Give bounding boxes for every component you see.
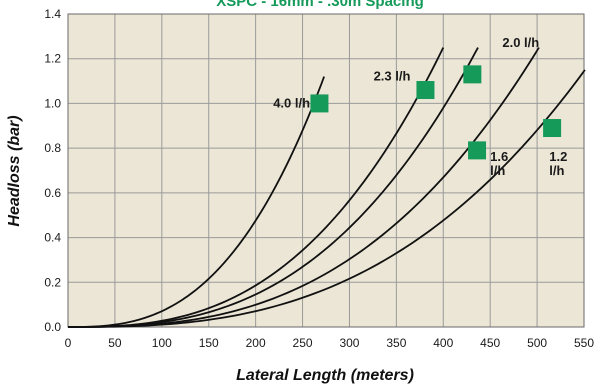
x-tick-label: 300 (339, 336, 359, 350)
y-tick-label: 1.0 (44, 96, 61, 110)
series-label: 2.0 l/h (502, 35, 539, 50)
series-marker (416, 81, 435, 100)
x-axis-title: Lateral Length (meters) (236, 367, 414, 384)
series-line (68, 76, 325, 328)
series-lines (68, 47, 586, 328)
series-label: l/h (549, 163, 564, 178)
x-tick-label: 100 (152, 336, 172, 350)
x-tick-label: 50 (108, 336, 122, 350)
series-markers (310, 65, 562, 160)
x-tick-label: 550 (574, 336, 594, 350)
series-marker (468, 141, 487, 160)
x-tick-label: 0 (65, 336, 72, 350)
plot-frame (67, 13, 585, 328)
series-label: 4.0 l/h (273, 95, 310, 110)
y-tick-label: 0.4 (44, 231, 61, 245)
x-tick-label: 250 (293, 336, 313, 350)
series-label: 1.6 (490, 149, 508, 164)
tick-labels: 0 50 100 150 200 250 300 350 400 450 500 550 0.0 0.2 0… (44, 7, 594, 350)
y-axis-title: Headloss (bar) (6, 115, 23, 226)
x-tick-label: 350 (386, 336, 406, 350)
x-tick-label: 500 (527, 336, 547, 350)
series-label: l/h (490, 163, 505, 178)
y-tick-label: 1.4 (44, 7, 61, 21)
series-label: 2.3 l/h (374, 69, 411, 84)
x-tick-label: 150 (199, 336, 219, 350)
series-marker (463, 65, 482, 84)
x-tick-label: 400 (433, 336, 453, 350)
y-tick-label: 0.0 (44, 320, 61, 334)
x-tick-label: 450 (480, 336, 500, 350)
series-marker (543, 119, 562, 138)
y-tick-label: 0.2 (44, 275, 61, 289)
series-labels: 4.0 l/h2.3 l/h2.0 l/h1.6l/h1.2l/h (273, 35, 567, 178)
series-label: 1.2 (549, 149, 567, 164)
y-tick-label: 1.2 (44, 52, 61, 66)
series-marker (310, 94, 329, 113)
plot-background (68, 14, 584, 327)
x-tick-label: 200 (246, 336, 266, 350)
series-line (68, 69, 586, 328)
y-tick-label: 0.6 (44, 186, 61, 200)
y-tick-label: 0.8 (44, 141, 61, 155)
chart-title: XSPC - 16mm - .30m Spacing (216, 0, 424, 10)
